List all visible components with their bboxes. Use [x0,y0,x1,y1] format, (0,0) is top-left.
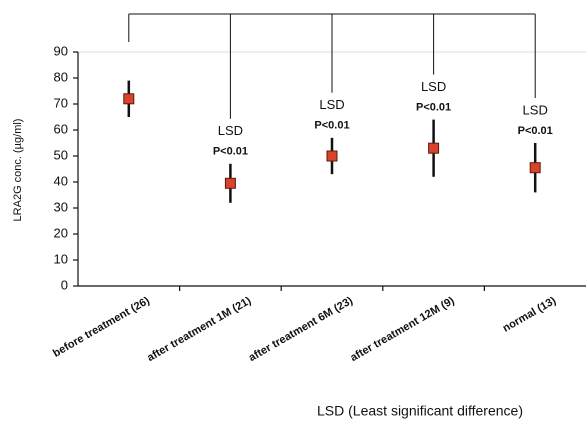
y-tick-label: 90 [54,43,68,58]
marker [529,162,541,174]
annotation-subtext: P<0.01 [416,102,451,114]
y-axis-title: LRA2G conc. (µg/ml) [12,119,24,222]
y-tick-label: 30 [54,199,68,214]
annotation-text: LSD [523,102,548,117]
x-tick-label: before treatment (26) [51,295,152,360]
annotation-subtext: P<0.01 [518,125,553,137]
x-tick-label: after treatment 1M (21) [145,295,253,365]
marker [123,93,135,105]
marker [428,142,440,154]
y-tick-label: 10 [54,251,68,266]
annotation-text: LSD [319,97,344,112]
y-tick-label: 60 [54,121,68,136]
marker [224,177,236,189]
y-tick-label: 50 [54,147,68,162]
y-tick-label: 0 [61,277,68,292]
x-tick-label: after treatment 6M (23) [247,295,355,365]
y-tick-label: 80 [54,69,68,84]
y-tick-label: 70 [54,95,68,110]
y-tick-label: 20 [54,225,68,240]
x-axis-title: LSD (Least significant difference) [317,403,523,419]
annotation-text: LSD [421,79,446,94]
x-tick-label: normal (13) [501,295,559,335]
y-tick-label: 40 [54,173,68,188]
annotation-subtext: P<0.01 [314,120,349,132]
x-tick-label: after treatment 12M (9) [348,295,456,365]
annotation-subtext: P<0.01 [213,146,248,158]
marker [326,150,338,162]
annotation-text: LSD [218,123,243,138]
